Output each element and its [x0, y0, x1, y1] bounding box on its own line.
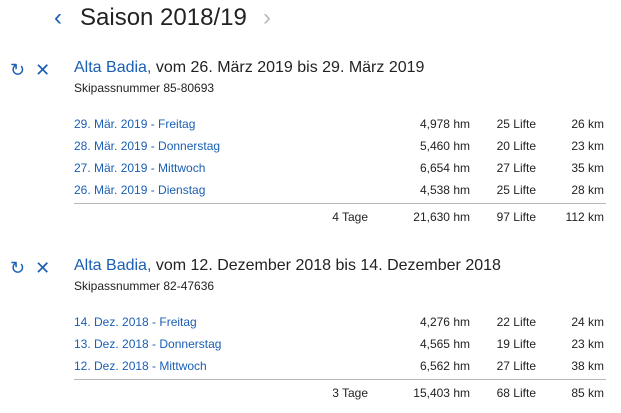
page-title: Saison 2018/19 — [80, 4, 247, 31]
day-row: 26. Mär. 2019 - Dienstag 4,538 hm 25 Lif… — [74, 179, 606, 201]
total-days: 4 Tage — [332, 210, 368, 224]
total-distance: 112 km — [565, 210, 604, 224]
trip-actions: ↻ ✕ — [10, 258, 50, 278]
day-elevation: 6,562 hm — [419, 359, 470, 373]
trip-title: Alta Badia, vom 26. März 2019 bis 29. Mä… — [74, 58, 424, 78]
day-lifts: 22 Lifte — [496, 315, 536, 329]
resort-link[interactable]: Alta Badia, — [74, 257, 152, 274]
day-elevation: 4,538 hm — [419, 183, 470, 197]
total-elevation: 15,403 hm — [413, 386, 470, 400]
day-date-link[interactable]: 29. Mär. 2019 - Freitag — [74, 117, 196, 131]
day-distance: 28 km — [571, 183, 604, 197]
day-date-link[interactable]: 28. Mär. 2019 - Donnerstag — [74, 139, 221, 153]
day-lifts: 25 Lifte — [496, 117, 536, 131]
trip-title: Alta Badia, vom 12. Dezember 2018 bis 14… — [74, 256, 501, 276]
day-row: 28. Mär. 2019 - Donnerstag 5,460 hm 20 L… — [74, 135, 606, 157]
day-distance: 38 km — [571, 359, 604, 373]
day-date-link[interactable]: 27. Mär. 2019 - Mittwoch — [74, 161, 206, 175]
day-elevation: 4,565 hm — [419, 337, 470, 351]
day-row: 13. Dez. 2018 - Donnerstag 4,565 hm 19 L… — [74, 333, 606, 355]
season-header: ‹ Saison 2018/19 › — [0, 0, 621, 36]
day-date-link[interactable]: 14. Dez. 2018 - Freitag — [74, 315, 197, 329]
total-elevation: 21,630 hm — [413, 210, 470, 224]
total-distance: 85 km — [571, 386, 604, 400]
day-lifts: 20 Lifte — [496, 139, 536, 153]
skipass-number: Skipassnummer 82-47636 — [74, 279, 215, 293]
refresh-icon[interactable]: ↻ — [10, 60, 26, 80]
day-lifts: 27 Lifte — [496, 359, 536, 373]
day-elevation: 6,654 hm — [419, 161, 470, 175]
day-lifts: 19 Lifte — [496, 337, 536, 351]
day-list: 29. Mär. 2019 - Freitag 4,978 hm 25 Lift… — [74, 113, 606, 228]
refresh-icon[interactable]: ↻ — [10, 258, 26, 278]
day-distance: 23 km — [571, 139, 604, 153]
day-lifts: 27 Lifte — [496, 161, 536, 175]
day-list: 14. Dez. 2018 - Freitag 4,276 hm 22 Lift… — [74, 311, 606, 404]
day-distance: 35 km — [571, 161, 604, 175]
day-date-link[interactable]: 12. Dez. 2018 - Mittwoch — [74, 359, 207, 373]
skipass-number: Skipassnummer 85-80693 — [74, 81, 215, 95]
total-days: 3 Tage — [332, 386, 368, 400]
day-row: 29. Mär. 2019 - Freitag 4,978 hm 25 Lift… — [74, 113, 606, 135]
resort-link[interactable]: Alta Badia, — [74, 59, 152, 76]
day-elevation: 4,978 hm — [419, 117, 470, 131]
day-date-link[interactable]: 13. Dez. 2018 - Donnerstag — [74, 337, 222, 351]
trip-dates: vom 26. März 2019 bis 29. März 2019 — [155, 59, 425, 76]
day-lifts: 25 Lifte — [496, 183, 536, 197]
day-row: 14. Dez. 2018 - Freitag 4,276 hm 22 Lift… — [74, 311, 606, 333]
close-icon[interactable]: ✕ — [35, 60, 51, 80]
trip-dates: vom 12. Dezember 2018 bis 14. Dezember 2… — [155, 257, 501, 274]
day-elevation: 5,460 hm — [419, 139, 470, 153]
trip-actions: ↻ ✕ — [10, 60, 50, 80]
close-icon[interactable]: ✕ — [35, 258, 51, 278]
total-lifts: 97 Lifte — [496, 210, 536, 224]
chevron-right-icon[interactable]: › — [263, 4, 271, 31]
day-distance: 23 km — [571, 337, 604, 351]
day-row: 27. Mär. 2019 - Mittwoch 6,654 hm 27 Lif… — [74, 157, 606, 179]
trip-total-row: 3 Tage 15,403 hm 68 Lifte 85 km — [74, 379, 606, 404]
trip-total-row: 4 Tage 21,630 hm 97 Lifte 112 km — [74, 203, 606, 228]
day-date-link[interactable]: 26. Mär. 2019 - Dienstag — [74, 183, 206, 197]
day-distance: 26 km — [571, 117, 604, 131]
day-distance: 24 km — [571, 315, 604, 329]
day-elevation: 4,276 hm — [419, 315, 470, 329]
total-lifts: 68 Lifte — [496, 386, 536, 400]
chevron-left-icon[interactable]: ‹ — [54, 4, 62, 31]
day-row: 12. Dez. 2018 - Mittwoch 6,562 hm 27 Lif… — [74, 355, 606, 377]
